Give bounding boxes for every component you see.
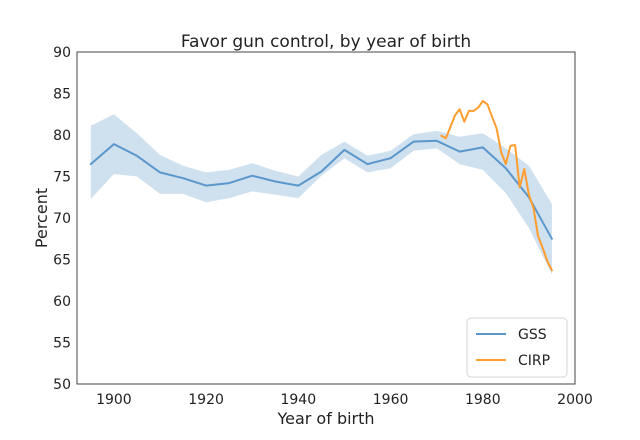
y-tick-label: 70	[53, 211, 71, 227]
y-tick-label: 90	[53, 45, 71, 61]
y-tick-label: 75	[53, 170, 71, 186]
x-tick-label: 1980	[465, 392, 501, 408]
legend-box	[466, 317, 568, 378]
plot-frame	[76, 51, 576, 385]
x-axis-ticks: 1900 1920 1940 1960 1980 2000	[96, 392, 593, 408]
legend-label-gss: GSS	[518, 327, 547, 343]
x-tick-label: 1900	[96, 392, 132, 408]
legend-label-cirp: CIRP	[518, 353, 550, 369]
y-axis-ticks: 50 55 60 65 70 75 80 85 90	[53, 45, 71, 393]
y-tick-label: 60	[53, 294, 71, 310]
x-tick-label: 2000	[557, 392, 593, 408]
x-axis-label: Year of birth	[276, 409, 374, 428]
series-lines-layer	[89, 100, 553, 272]
x-tick-label: 1920	[188, 392, 224, 408]
y-tick-label: 85	[53, 87, 71, 103]
x-tick-label: 1960	[373, 392, 409, 408]
confidence-band-layer	[90, 114, 552, 275]
gss-confidence-band	[90, 114, 552, 275]
y-tick-label: 65	[53, 253, 71, 269]
y-tick-label: 80	[53, 128, 71, 144]
chart-title: Favor gun control, by year of birth	[181, 32, 471, 52]
x-tick-label: 1940	[280, 392, 316, 408]
legend: GSS CIRP	[466, 317, 568, 378]
y-tick-label: 55	[53, 336, 71, 352]
y-tick-label: 50	[53, 377, 71, 393]
y-axis-label: Percent	[32, 188, 51, 248]
